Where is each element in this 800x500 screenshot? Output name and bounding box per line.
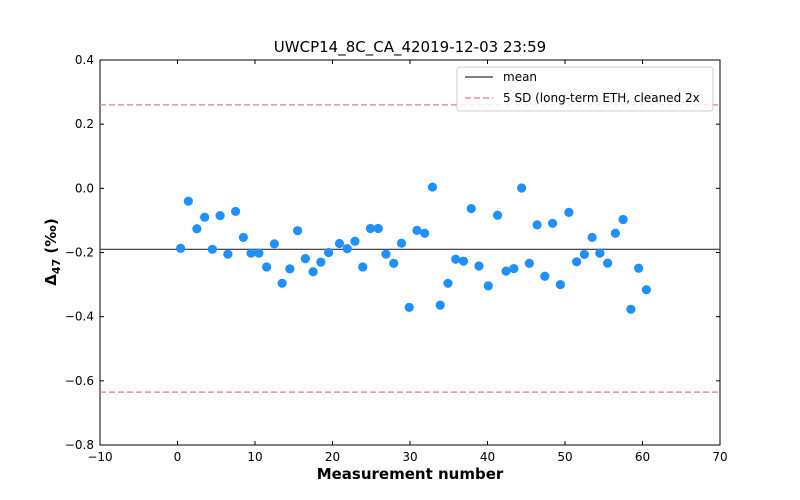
data-point	[334, 238, 345, 249]
data-point	[396, 238, 407, 248]
y-axis-label: Δ47 (‰)	[42, 218, 63, 285]
data-point	[183, 196, 193, 206]
x-tick-label: 70	[712, 450, 727, 464]
data-point	[610, 228, 620, 238]
data-point	[246, 248, 256, 258]
y-axis-label-symbol: Δ	[42, 274, 60, 286]
data-point	[254, 248, 264, 258]
data-point	[207, 244, 217, 254]
data-point	[564, 207, 574, 217]
data-point	[641, 285, 651, 295]
data-point	[231, 206, 241, 217]
data-point	[427, 182, 438, 192]
y-axis-label-subscript: 47	[50, 259, 63, 274]
data-point	[293, 226, 303, 236]
data-point	[466, 203, 476, 214]
data-point	[285, 264, 295, 274]
legend-frame	[456, 66, 714, 112]
data-point	[269, 239, 279, 249]
data-point	[192, 224, 202, 234]
y-tick-label: −0.2	[65, 246, 94, 260]
data-point	[277, 278, 287, 288]
y-tick-label: −0.8	[65, 438, 94, 452]
x-axis: −10 0 10 20 30 40 50 60 70	[87, 60, 728, 464]
data-point	[618, 214, 628, 225]
y-tick-label: 0.4	[75, 53, 94, 67]
data-point	[532, 220, 542, 230]
y-axis-label-unit: (‰)	[42, 218, 60, 259]
x-tick-label: 30	[402, 450, 417, 464]
data-point	[540, 271, 550, 281]
x-tick-label: 40	[480, 450, 495, 464]
data-point	[451, 254, 461, 264]
x-tick-label: −10	[87, 450, 112, 464]
data-point	[381, 249, 391, 259]
data-point	[420, 228, 430, 238]
x-axis-label: Measurement number	[317, 465, 504, 483]
data-point	[626, 304, 636, 314]
data-point	[342, 244, 352, 254]
data-point	[501, 266, 511, 276]
y-axis: −0.8 −0.6 −0.4 −0.2 0.0 0.2 0.4	[65, 53, 720, 452]
x-tick-label: 50	[557, 450, 572, 464]
x-tick-label: 10	[247, 450, 262, 464]
data-point	[483, 281, 493, 291]
x-tick-label: 0	[174, 450, 182, 464]
data-point	[524, 258, 534, 269]
data-point	[373, 223, 383, 234]
data-point	[215, 211, 225, 221]
data-point	[404, 302, 414, 312]
data-points	[176, 182, 651, 314]
data-point	[223, 249, 233, 259]
data-point	[365, 223, 376, 234]
data-point	[492, 210, 503, 220]
data-point	[316, 257, 326, 267]
data-point	[324, 247, 334, 258]
data-point	[238, 232, 248, 243]
data-point	[572, 257, 582, 267]
y-tick-label: −0.4	[65, 310, 94, 324]
data-point	[517, 183, 527, 193]
y-tick-label: 0.0	[75, 181, 94, 195]
data-point	[579, 249, 589, 260]
data-point	[389, 258, 399, 269]
data-point	[474, 261, 484, 271]
data-point	[587, 232, 597, 243]
data-point	[350, 236, 360, 246]
data-point	[509, 263, 519, 274]
data-point	[176, 243, 186, 253]
data-point	[262, 262, 272, 272]
data-point	[634, 263, 644, 273]
y-tick-label: 0.2	[75, 117, 94, 131]
data-point	[300, 253, 310, 264]
data-point	[458, 256, 469, 266]
y-tick-label: −0.6	[65, 374, 94, 388]
data-point	[595, 248, 605, 258]
x-tick-label: 60	[635, 450, 650, 464]
data-point	[603, 258, 613, 268]
legend-mean-label: mean	[503, 70, 537, 84]
data-point	[548, 218, 558, 228]
x-tick-label: 20	[325, 450, 340, 464]
data-point	[308, 267, 318, 277]
data-point	[358, 262, 368, 272]
legend-sd-label: 5 SD (long-term ETH, cleaned 2x	[503, 91, 700, 105]
data-point	[200, 212, 210, 222]
chart-title: UWCP14_8C_CA_42019-12-03 23:59	[274, 38, 546, 57]
data-point	[412, 225, 422, 235]
data-point	[435, 300, 445, 310]
legend: mean 5 SD (long-term ETH, cleaned 2x	[456, 66, 714, 112]
data-point	[555, 279, 565, 290]
data-point	[443, 278, 453, 288]
